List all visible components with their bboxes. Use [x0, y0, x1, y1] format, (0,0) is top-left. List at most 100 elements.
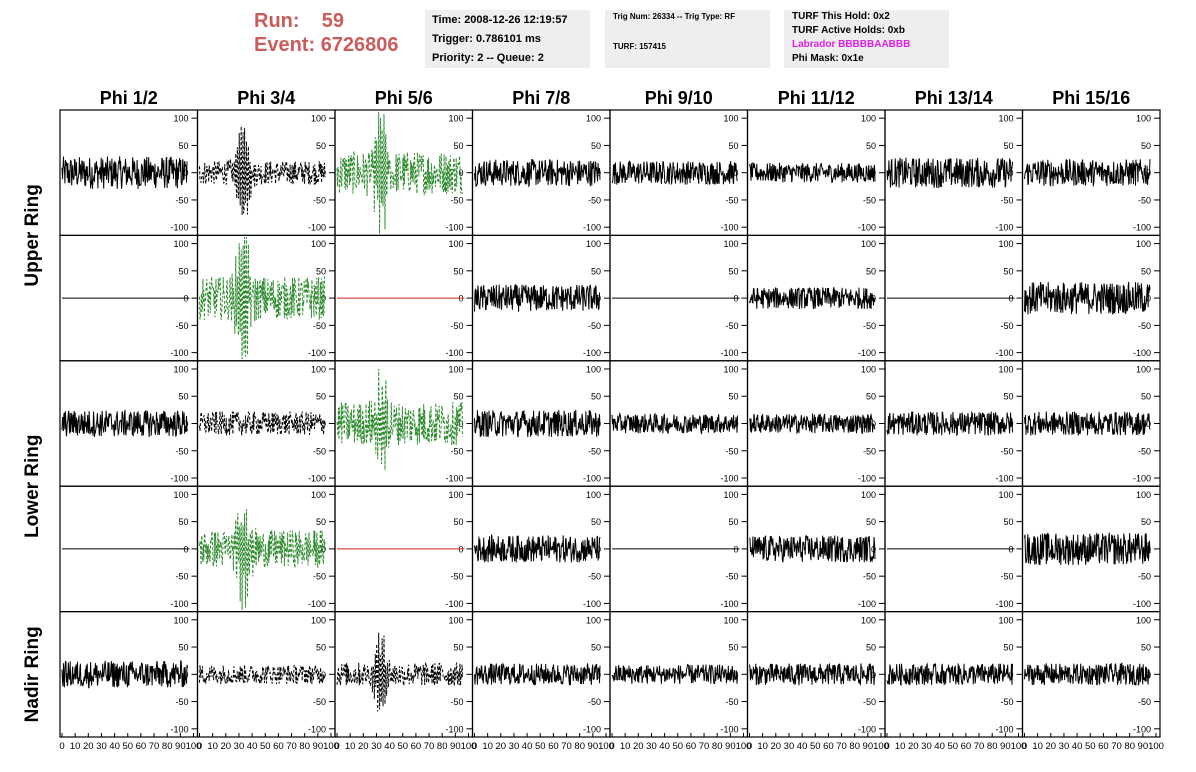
- y-tick-label: -100: [445, 348, 463, 358]
- y-tick-label: 100: [998, 364, 1013, 374]
- x-tick-label: 90: [1000, 741, 1011, 752]
- waveform-trace: [886, 662, 1013, 686]
- x-tick-label: 30: [784, 741, 795, 752]
- x-tick-label: 80: [437, 741, 448, 752]
- y-tick-label: -100: [1133, 599, 1151, 609]
- column-header: Phi 11/12: [778, 88, 855, 108]
- y-tick-label: -100: [170, 474, 188, 484]
- y-tick-label: -100: [720, 474, 738, 484]
- y-tick-label: 100: [861, 114, 876, 124]
- y-tick-label: 100: [998, 490, 1013, 500]
- x-tick-label: 40: [659, 741, 670, 752]
- y-tick-label: -50: [863, 697, 876, 707]
- y-tick-label: 100: [998, 615, 1013, 625]
- x-tick-label: 100: [1011, 741, 1027, 752]
- x-tick-label: 10: [345, 741, 356, 752]
- y-tick-label: -100: [1133, 474, 1151, 484]
- x-tick-label: 100: [323, 741, 339, 752]
- y-tick-label: -50: [1000, 321, 1013, 331]
- y-tick-label: 50: [453, 517, 463, 527]
- time-info-box: Time: 2008-12-26 12:19:57 Trigger: 0.786…: [425, 10, 590, 68]
- x-tick-label: 70: [699, 741, 710, 752]
- y-tick-label: 100: [173, 364, 188, 374]
- x-tick-label: 70: [286, 741, 297, 752]
- y-tick-label: 50: [316, 643, 326, 653]
- y-tick-label: 0: [321, 544, 326, 554]
- x-tick-label: 50: [535, 741, 546, 752]
- y-tick-label: 50: [178, 517, 188, 527]
- y-tick-label: -100: [720, 724, 738, 734]
- y-tick-label: 100: [311, 114, 326, 124]
- waveform-trace: [611, 159, 738, 185]
- y-tick-label: -100: [858, 474, 876, 484]
- x-tick-label: 40: [1072, 741, 1083, 752]
- y-tick-label: 0: [458, 419, 463, 429]
- event-label: Event:: [254, 34, 316, 56]
- x-tick-label: 20: [358, 741, 369, 752]
- waveform-trace: [1024, 532, 1151, 566]
- phi-mask-text: Phi Mask: 0x1e: [792, 53, 864, 64]
- x-tick-label: 30: [371, 741, 382, 752]
- y-tick-label: -100: [720, 599, 738, 609]
- y-tick-label: 50: [1003, 643, 1013, 653]
- x-tick-label: 60: [136, 741, 147, 752]
- y-tick-label: 0: [596, 544, 601, 554]
- x-tick-label: 100: [1148, 741, 1164, 752]
- waveform-trace: [474, 662, 601, 686]
- x-tick-label: 80: [162, 741, 173, 752]
- y-tick-label: 0: [1146, 419, 1151, 429]
- y-tick-label: 100: [173, 114, 188, 124]
- priority-text: Priority: 2 -- Queue: 2: [432, 52, 544, 64]
- y-tick-label: 50: [866, 643, 876, 653]
- x-tick-label: 60: [823, 741, 834, 752]
- x-tick-label: 0: [197, 741, 202, 752]
- y-tick-label: -50: [863, 195, 876, 205]
- y-tick-label: -50: [175, 697, 188, 707]
- waveform-trace: [749, 662, 876, 687]
- turf-text: TURF: 157415: [613, 42, 666, 51]
- y-tick-label: 50: [453, 141, 463, 151]
- x-tick-label: 50: [260, 741, 271, 752]
- y-tick-label: 100: [723, 490, 738, 500]
- waveform-trace: [749, 534, 876, 563]
- x-tick-label: 70: [974, 741, 985, 752]
- x-tick-label: 80: [849, 741, 860, 752]
- run-event-header: Run: 59 Event: 6726806: [254, 9, 399, 57]
- y-tick-label: 100: [586, 239, 601, 249]
- x-tick-label: 50: [1085, 741, 1096, 752]
- y-tick-label: -50: [725, 446, 738, 456]
- y-tick-label: 100: [173, 239, 188, 249]
- column-header: Phi 7/8: [512, 88, 570, 108]
- y-tick-label: -100: [720, 348, 738, 358]
- x-tick-label: 60: [961, 741, 972, 752]
- y-tick-label: -100: [445, 223, 463, 233]
- event-value: 6726806: [320, 34, 399, 56]
- x-tick-label: 0: [334, 741, 339, 752]
- y-tick-label: -50: [450, 572, 463, 582]
- x-tick-label: 50: [122, 741, 133, 752]
- y-tick-label: -100: [170, 348, 188, 358]
- x-tick-label: 10: [620, 741, 631, 752]
- turf-hold-text: TURF This Hold: 0x2: [792, 11, 890, 22]
- y-tick-label: 50: [178, 643, 188, 653]
- y-tick-label: -50: [1138, 321, 1151, 331]
- y-tick-label: -100: [1133, 223, 1151, 233]
- x-tick-label: 10: [482, 741, 493, 752]
- trig-num-text: Trig Num: 26334 -- Trig Type: RF: [613, 12, 736, 21]
- y-tick-label: 100: [586, 615, 601, 625]
- x-tick-label: 20: [633, 741, 644, 752]
- x-tick-label: 0: [1022, 741, 1027, 752]
- turf-active-text: TURF Active Holds: 0xb: [792, 25, 905, 36]
- y-tick-label: 100: [586, 490, 601, 500]
- labrador-text: Labrador BBBBBAABBB: [792, 39, 911, 50]
- x-tick-label: 50: [947, 741, 958, 752]
- y-tick-label: -50: [450, 195, 463, 205]
- y-tick-label: 100: [998, 239, 1013, 249]
- y-tick-label: -50: [725, 195, 738, 205]
- y-tick-label: -100: [583, 599, 601, 609]
- x-tick-label: 100: [873, 741, 889, 752]
- y-tick-label: 100: [311, 239, 326, 249]
- time-text: Time: 2008-12-26 12:19:57: [432, 14, 568, 26]
- x-tick-label: 80: [299, 741, 310, 752]
- y-tick-label: -100: [308, 474, 326, 484]
